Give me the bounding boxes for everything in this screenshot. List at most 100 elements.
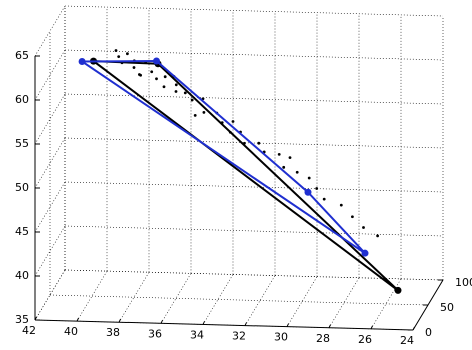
grid-line <box>64 137 444 149</box>
point <box>202 111 206 114</box>
grid-line <box>76 270 108 322</box>
x-tick <box>412 326 415 331</box>
grid-line <box>64 5 444 17</box>
grid-line-z <box>34 49 444 101</box>
grid-line <box>244 275 276 326</box>
x-tick-label: 38 <box>106 326 120 339</box>
point <box>139 73 143 77</box>
x-tick-label: 42 <box>22 324 36 337</box>
grid-line-x <box>160 9 192 324</box>
hull-vertex <box>153 57 160 65</box>
point <box>339 203 343 207</box>
point <box>193 114 197 117</box>
point <box>288 156 292 160</box>
x-tick <box>160 320 163 324</box>
hull-vertex <box>361 249 369 257</box>
x-tick-label: 36 <box>148 327 162 340</box>
point <box>155 77 158 81</box>
x-tick-label: 24 <box>400 334 414 347</box>
hull-vertex <box>304 188 312 196</box>
grid-line-x <box>202 10 234 325</box>
point <box>295 170 299 174</box>
point <box>150 70 154 74</box>
grid-line <box>34 269 66 321</box>
point <box>163 75 167 79</box>
grid-line <box>64 49 444 61</box>
point <box>183 91 187 95</box>
point <box>114 49 118 52</box>
point <box>231 120 235 123</box>
grid-line <box>34 93 66 145</box>
grid-line-z <box>34 137 444 189</box>
grid-line <box>64 225 444 237</box>
grid-line <box>34 5 66 57</box>
x-tick <box>244 322 247 326</box>
grid-line <box>64 93 444 105</box>
grid-line-y <box>64 6 444 281</box>
grid-line <box>160 273 192 324</box>
grid-line <box>64 181 444 193</box>
grid-line-x <box>412 16 444 331</box>
grid-line-y <box>49 31 429 306</box>
x-tick-label: 32 <box>232 330 246 343</box>
y-tick-label: 50 <box>440 301 454 314</box>
hull-line <box>78 59 366 255</box>
point <box>190 98 194 102</box>
x-tick-label: 26 <box>358 333 372 346</box>
x-tick <box>328 324 331 329</box>
point <box>307 176 311 180</box>
y-tick-label: 0 <box>425 326 432 339</box>
grid-line-x <box>286 12 318 327</box>
grid-line-x <box>328 13 360 328</box>
point <box>362 226 365 229</box>
x-axis <box>34 319 414 331</box>
hull-vertex <box>78 57 86 65</box>
point <box>277 153 281 156</box>
z-tick-label: 45 <box>15 225 29 238</box>
point <box>282 165 286 169</box>
grid-line-z <box>34 93 444 145</box>
hull-vertex <box>394 286 402 294</box>
grid-line <box>64 269 444 281</box>
grid-line <box>202 274 234 325</box>
z-tick-label: 40 <box>15 269 29 282</box>
grid-line-z <box>34 181 444 233</box>
grid-line <box>328 277 360 328</box>
z-tick-label: 60 <box>15 93 29 106</box>
point <box>132 66 136 69</box>
point <box>351 215 354 219</box>
z-tick-label: 50 <box>15 181 29 194</box>
grid-line-x <box>244 11 276 326</box>
x-tick <box>370 325 373 330</box>
point <box>376 234 379 238</box>
grid-line-z <box>34 5 444 57</box>
grid-line-z <box>34 225 444 277</box>
grid-line <box>118 272 150 323</box>
point <box>315 187 319 190</box>
x-tick <box>202 321 205 325</box>
z-tick-label: 35 <box>15 313 29 326</box>
grid-line <box>286 276 318 327</box>
z-tick-label: 55 <box>15 137 29 150</box>
x-tick-label: 28 <box>316 332 330 345</box>
point <box>126 52 129 56</box>
point <box>257 141 261 145</box>
point <box>174 83 178 87</box>
grid-line-y <box>34 56 414 331</box>
grid-line-x <box>76 7 108 322</box>
point <box>174 90 178 93</box>
point <box>117 55 121 59</box>
grid-line <box>49 294 429 306</box>
grid-line-x <box>118 8 150 323</box>
x-tick <box>34 316 37 321</box>
z-tick-label: 65 <box>15 49 29 62</box>
x-tick-label: 34 <box>190 328 204 341</box>
x-tick-label: 40 <box>64 325 78 338</box>
x-tick <box>118 318 121 323</box>
grid-line <box>34 181 66 233</box>
x-tick-label: 30 <box>274 331 288 344</box>
y-tick-label: 100 <box>455 276 472 289</box>
point <box>322 197 326 201</box>
grid-line <box>34 137 66 189</box>
